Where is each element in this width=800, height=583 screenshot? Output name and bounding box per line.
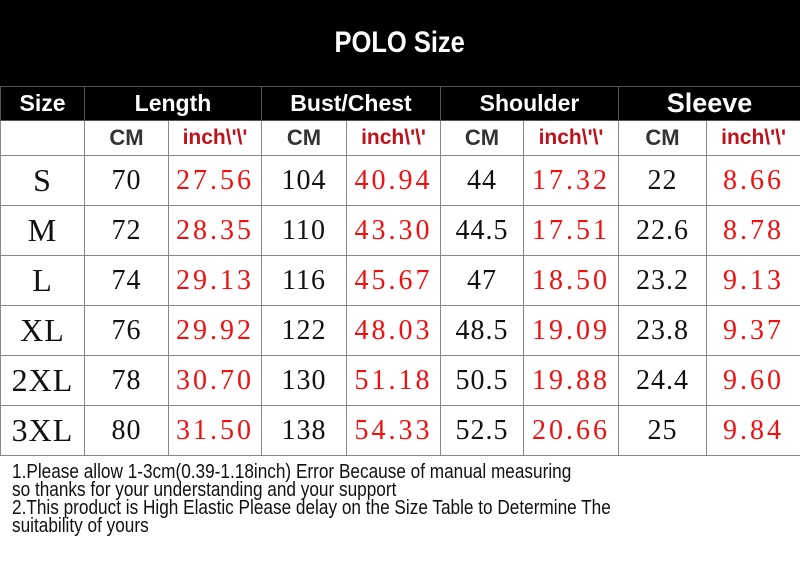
inch-value-cell: 29.92: [168, 305, 262, 356]
cm-value-cell: 122: [261, 305, 347, 356]
unit-cm: CM: [618, 120, 708, 156]
size-cell: L: [0, 255, 85, 306]
table-row: 3XL 80 31.50 138 54.33 52.5 20.66 25 9.84: [0, 405, 800, 456]
inch-value-cell: 18.50: [522, 255, 620, 306]
inch-value-cell: 27.56: [168, 155, 262, 206]
inch-value-cell: 48.03: [346, 305, 441, 356]
unit-cm: CM: [261, 120, 347, 156]
unit-blank: [0, 120, 85, 156]
cm-value-cell: 22: [618, 155, 708, 206]
table-row: XL 76 29.92 122 48.03 48.5 19.09 23.8 9.37: [0, 305, 800, 356]
cm-value-cell: 50.5: [440, 355, 524, 406]
inch-value-cell: 8.78: [706, 205, 800, 256]
header-length: Length: [84, 86, 262, 121]
size-cell: 2XL: [0, 355, 85, 406]
cm-value-cell: 47: [440, 255, 524, 306]
size-cell: XL: [0, 305, 85, 356]
cm-value-cell: 22.6: [618, 205, 708, 256]
inch-value-cell: 28.35: [168, 205, 262, 256]
inch-value-cell: 17.32: [522, 155, 620, 206]
cm-value-cell: 24.4: [618, 355, 708, 406]
table-row: S 70 27.56 104 40.94 44 17.32 22 8.66: [0, 155, 800, 206]
cm-value-cell: 23.8: [618, 305, 708, 356]
size-cell: M: [0, 205, 85, 256]
notes: 1.Please allow 1-3cm(0.39-1.18inch) Erro…: [12, 461, 786, 537]
inch-value-cell: 19.88: [522, 355, 620, 406]
unit-inch: inch\'\': [706, 120, 800, 156]
unit-cm: CM: [84, 120, 169, 156]
header-shoulder: Shoulder: [439, 86, 620, 121]
cm-value-cell: 23.2: [618, 255, 708, 306]
inch-value-cell: 45.67: [346, 255, 441, 306]
size-cell: S: [0, 155, 85, 206]
inch-value-cell: 8.66: [706, 155, 800, 206]
inch-value-cell: 9.13: [706, 255, 800, 306]
unit-inch: inch\'\': [522, 120, 620, 156]
inch-value-cell: 40.94: [346, 155, 441, 206]
cm-value-cell: 44: [440, 155, 524, 206]
size-table: Size Length Bust/Chest Shoulder Sleeve C…: [0, 86, 800, 456]
cm-value-cell: 78: [84, 355, 169, 406]
cm-value-cell: 52.5: [440, 405, 524, 456]
note-line: so thanks for your understanding and you…: [12, 479, 397, 501]
inch-value-cell: 51.18: [346, 355, 441, 406]
cm-value-cell: 138: [261, 405, 347, 456]
cm-value-cell: 76: [84, 305, 169, 356]
cm-value-cell: 72: [84, 205, 169, 256]
unit-inch: inch\'\': [346, 120, 441, 156]
cm-value-cell: 74: [84, 255, 169, 306]
page-title: POLO Size: [334, 26, 466, 59]
cm-value-cell: 104: [261, 155, 347, 206]
inch-value-cell: 17.51: [522, 205, 620, 256]
unit-inch: inch\'\': [168, 120, 262, 156]
inch-value-cell: 29.13: [168, 255, 262, 306]
table-row: L 74 29.13 116 45.67 47 18.50 23.2 9.13: [0, 255, 800, 306]
inch-value-cell: 19.09: [522, 305, 620, 356]
note-line: suitability of yours: [12, 515, 149, 537]
inch-value-cell: 20.66: [522, 405, 620, 456]
header-size: Size: [0, 86, 85, 121]
inch-value-cell: 43.30: [346, 205, 441, 256]
size-cell: 3XL: [0, 405, 85, 456]
cm-value-cell: 116: [261, 255, 347, 306]
inch-value-cell: 9.84: [706, 405, 800, 456]
header-sleeve: Sleeve: [618, 86, 800, 121]
cm-value-cell: 80: [84, 405, 169, 456]
cm-value-cell: 110: [261, 205, 347, 256]
note-line: 2.This product is High Elastic Please de…: [12, 497, 611, 519]
inch-value-cell: 54.33: [346, 405, 441, 456]
inch-value-cell: 9.60: [706, 355, 800, 406]
note-line: 1.Please allow 1-3cm(0.39-1.18inch) Erro…: [12, 461, 572, 483]
title-banner: POLO Size: [0, 0, 800, 86]
cm-value-cell: 25: [618, 405, 708, 456]
cm-value-cell: 70: [84, 155, 169, 206]
table-row: M 72 28.35 110 43.30 44.5 17.51 22.6 8.78: [0, 205, 800, 256]
inch-value-cell: 9.37: [706, 305, 800, 356]
cm-value-cell: 48.5: [440, 305, 524, 356]
inch-value-cell: 31.50: [168, 405, 262, 456]
unit-cm: CM: [440, 120, 524, 156]
header-bust-chest: Bust/Chest: [261, 86, 441, 121]
table-row: 2XL 78 30.70 130 51.18 50.5 19.88 24.4 9.60: [0, 355, 800, 406]
cm-value-cell: 130: [261, 355, 347, 406]
cm-value-cell: 44.5: [440, 205, 524, 256]
inch-value-cell: 30.70: [168, 355, 262, 406]
